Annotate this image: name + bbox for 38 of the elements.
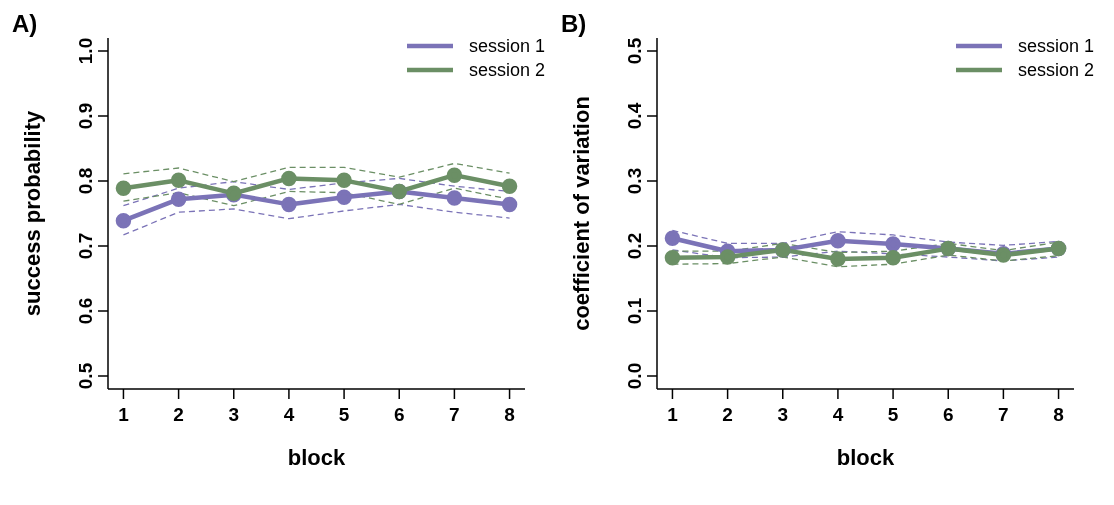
y-tick-label: 0.9 xyxy=(75,102,96,130)
x-tick-label: 6 xyxy=(942,404,954,425)
y-tick-label: 0.2 xyxy=(624,232,645,260)
x-tick-label: 8 xyxy=(504,404,515,425)
y-tick-label: 0.6 xyxy=(75,297,96,325)
x-tick-label: 1 xyxy=(118,404,130,425)
x-tick-label: 7 xyxy=(998,404,1009,425)
y-tick-label: 0.5 xyxy=(624,37,645,65)
chart-title: A) xyxy=(12,10,38,38)
x-tick-label: 4 xyxy=(832,404,844,425)
x-tick-label: 6 xyxy=(393,404,405,425)
x-tick-label: 5 xyxy=(338,404,350,425)
legend-label: session 1 xyxy=(1017,35,1094,57)
x-tick-label: 8 xyxy=(1053,404,1064,425)
y-axis-title: success probability xyxy=(19,110,45,317)
y-tick-label: 0.7 xyxy=(75,232,96,260)
x-tick-label: 3 xyxy=(777,404,789,425)
x-tick-label: 3 xyxy=(228,404,240,425)
y-axis-title: coefficient of variation xyxy=(568,96,594,331)
y-tick-label: 0.5 xyxy=(75,362,96,390)
x-tick-label: 4 xyxy=(283,404,295,425)
x-tick-label: 5 xyxy=(887,404,899,425)
x-axis-title: block xyxy=(287,445,346,470)
y-tick-label: 0.3 xyxy=(624,167,645,195)
y-tick-label: 0.4 xyxy=(624,102,645,130)
y-tick-label: 1.0 xyxy=(75,37,96,65)
x-tick-label: 2 xyxy=(722,404,733,425)
y-tick-label: 0.0 xyxy=(624,362,645,390)
chart-title: B) xyxy=(561,10,587,38)
x-tick-label: 1 xyxy=(667,404,679,425)
legend-label: session 2 xyxy=(468,59,545,81)
x-tick-label: 2 xyxy=(173,404,184,425)
legend-label: session 1 xyxy=(468,35,545,57)
x-axis-title: block xyxy=(836,445,895,470)
legend-label: session 2 xyxy=(1017,59,1094,81)
y-tick-label: 0.1 xyxy=(624,297,645,325)
y-tick-label: 0.8 xyxy=(75,167,96,195)
x-tick-label: 7 xyxy=(449,404,460,425)
